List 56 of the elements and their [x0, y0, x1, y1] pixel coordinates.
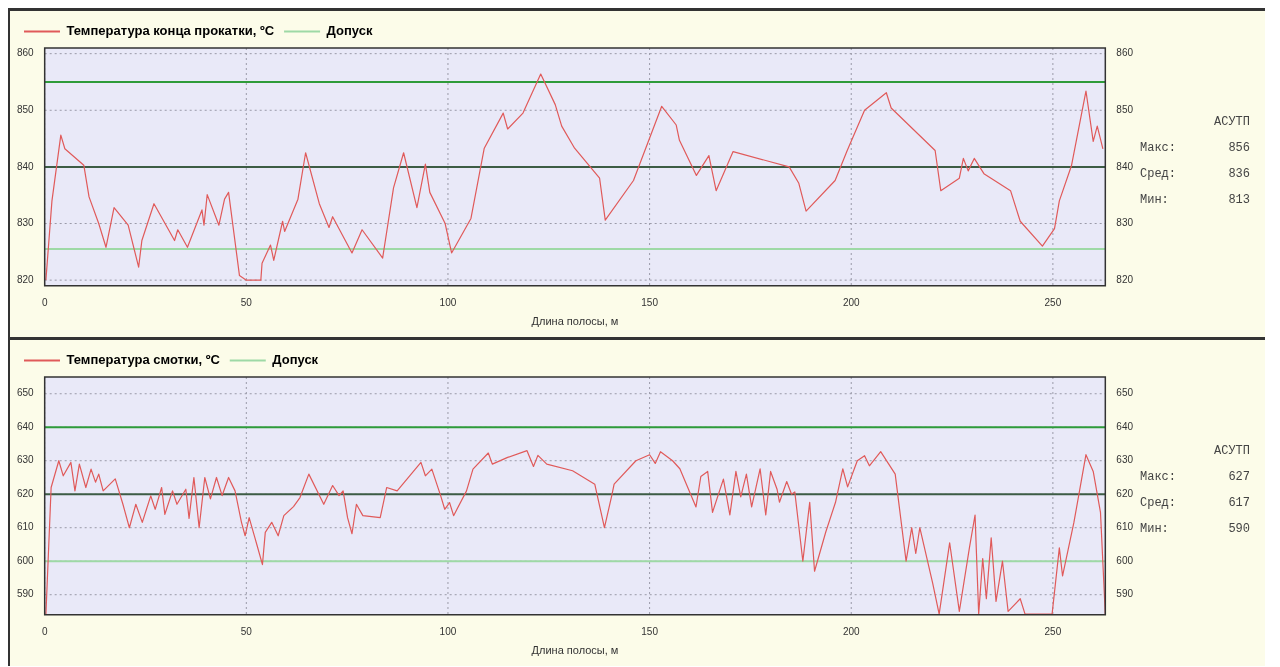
y-tick-label: 850: [17, 104, 35, 116]
legend-label: Температура конца прокатки, ºC: [66, 23, 275, 39]
x-tick-label: 250: [1044, 625, 1062, 637]
y-tick-label: 590: [17, 588, 35, 600]
x-tick-label: 100: [439, 625, 457, 637]
y2-tick-label: 630: [1116, 454, 1134, 466]
y-tick-label: 610: [17, 521, 35, 533]
text: Сред:: [1140, 167, 1177, 181]
y2-tick-label: 640: [1116, 420, 1134, 432]
y2-tick-label: 600: [1116, 554, 1134, 566]
x-tick-label: 0: [41, 296, 48, 308]
y-tick-label: 630: [17, 454, 35, 466]
y-tick-label: 640: [17, 420, 35, 432]
text: Макс:: [1140, 141, 1177, 155]
y2-tick-label: 840: [1116, 160, 1134, 172]
x-tick-label: 250: [1044, 296, 1062, 308]
x-axis-title: Длина полосы, м: [531, 644, 619, 657]
x-tick-label: 200: [842, 296, 861, 308]
y-tick-label: 830: [17, 217, 35, 229]
y2-tick-label: 830: [1116, 217, 1134, 229]
y-tick-label: 840: [17, 160, 35, 172]
y-tick-label: 650: [17, 387, 35, 399]
y2-tick-label: 620: [1116, 487, 1134, 499]
legend-label: Допуск: [272, 352, 319, 368]
text: 836: [1228, 167, 1250, 181]
x-tick-label: 150: [641, 296, 659, 308]
text: Мин:: [1140, 193, 1169, 207]
text: 856: [1228, 141, 1250, 155]
text: АСУТП: [1213, 444, 1250, 458]
y2-tick-label: 820: [1116, 273, 1134, 285]
y-tick-label: 860: [17, 47, 35, 59]
x-axis-title: Длина полосы, м: [531, 315, 619, 328]
y2-tick-label: 850: [1116, 104, 1134, 116]
y-tick-label: 600: [17, 554, 35, 566]
x-tick-label: 200: [842, 625, 861, 637]
x-tick-label: 150: [641, 625, 659, 637]
y-tick-label: 820: [17, 273, 35, 285]
x-tick-label: 0: [41, 625, 48, 637]
text: Макс:: [1140, 470, 1177, 484]
legend-label: Допуск: [326, 23, 373, 39]
y2-tick-label: 650: [1116, 387, 1134, 399]
text: 627: [1228, 470, 1250, 484]
text: АСУТП: [1213, 115, 1250, 129]
text: Сред:: [1140, 496, 1177, 510]
y2-tick-label: 590: [1116, 588, 1134, 600]
x-tick-label: 50: [240, 296, 253, 308]
y2-tick-label: 860: [1116, 47, 1134, 59]
y-tick-label: 620: [17, 487, 35, 499]
text: 590: [1228, 522, 1250, 536]
x-tick-label: 100: [439, 296, 457, 308]
text: 617: [1228, 496, 1250, 510]
legend-label: Температура смотки, ºC: [66, 352, 221, 368]
text: 813: [1228, 193, 1250, 207]
x-tick-label: 50: [240, 625, 253, 637]
y2-tick-label: 610: [1116, 521, 1134, 533]
text: Мин:: [1140, 522, 1169, 536]
